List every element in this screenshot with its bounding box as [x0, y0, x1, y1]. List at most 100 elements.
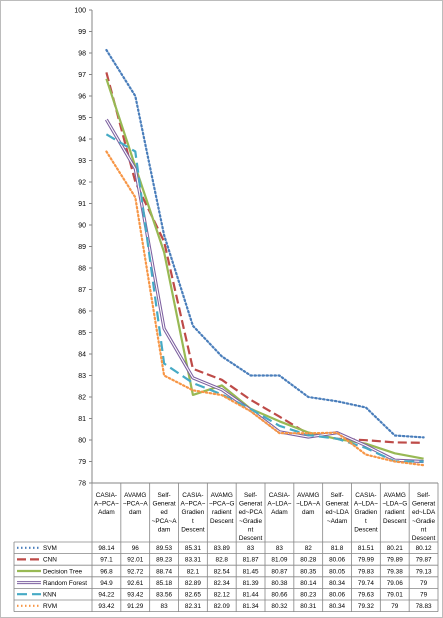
- x-tick-label-line: ed~LDA: [412, 509, 436, 516]
- legend-label: Decision Tree: [43, 568, 83, 575]
- data-label: 81.8: [331, 545, 344, 552]
- data-label: 80.35: [300, 568, 316, 575]
- x-tick-label-line: A~PCA~: [180, 501, 205, 508]
- data-label: 79.89: [387, 557, 403, 564]
- data-label: 81.51: [358, 545, 374, 552]
- x-tick-label: Self- Generat ed ~PCA~A dam: [152, 492, 178, 533]
- data-label: 79.38: [387, 568, 403, 575]
- x-tick-label-line: Generat: [412, 501, 435, 508]
- x-tick-label-line: radient: [212, 509, 232, 516]
- x-tick-label-line: ed~LDA: [325, 509, 349, 516]
- x-tick-label-line: CASIA-: [269, 492, 290, 499]
- y-tick-label: 81: [78, 416, 86, 423]
- x-tick-label-line: Self-: [244, 492, 257, 499]
- x-tick-label-line: ~LDA~G: [382, 501, 407, 508]
- data-label: 82.65: [185, 592, 201, 599]
- x-tick-label: CASIA- A~PCA~ Gradien t Descent: [180, 492, 205, 533]
- data-label: 82.34: [214, 580, 230, 587]
- data-label: 80.34: [329, 603, 345, 610]
- data-label: 85.31: [185, 545, 201, 552]
- x-tick-label-line: CASIA-: [355, 492, 376, 499]
- y-tick-label: 91: [78, 201, 86, 208]
- data-label: 79.13: [416, 568, 432, 575]
- data-label: 78.83: [416, 603, 432, 610]
- y-tick-label: 89: [78, 244, 86, 251]
- data-label: 81.44: [243, 592, 259, 599]
- data-label: 89.23: [156, 557, 172, 564]
- data-label: 85.18: [156, 580, 172, 587]
- data-label: 94.9: [100, 580, 113, 587]
- x-tick-label: AVAMG ~PCA~G radient Descent: [209, 492, 235, 525]
- y-tick-label: 100: [74, 8, 86, 15]
- y-tick-label: 82: [78, 395, 86, 402]
- x-tick-label-line: ~Adam: [327, 518, 347, 525]
- data-label: 80.34: [329, 580, 345, 587]
- x-tick-label-line: Self-: [158, 492, 171, 499]
- data-label: 80.31: [300, 603, 316, 610]
- x-tick-label-line: nt: [248, 526, 254, 533]
- x-tick-label-line: ed~PCA: [239, 509, 264, 516]
- y-tick-label: 94: [78, 137, 86, 144]
- x-tick-label-line: ~PCA~A: [152, 518, 178, 525]
- data-label: 80.23: [300, 592, 316, 599]
- x-tick-label-line: Gradien: [355, 509, 378, 516]
- data-label: 80.38: [271, 580, 287, 587]
- data-label: 82.12: [214, 592, 230, 599]
- data-label: 82.89: [185, 580, 201, 587]
- x-tick-label: CASIA- A~LDA~ Gradien t Descent: [354, 492, 378, 533]
- data-label: 82.31: [185, 603, 201, 610]
- x-tick-label-line: nt: [421, 526, 427, 533]
- data-label: 89.53: [156, 545, 172, 552]
- x-tick-label-line: Descent: [210, 518, 234, 525]
- series-line-cnn: [105, 72, 424, 444]
- legend-label: Random Forest: [43, 580, 87, 587]
- data-label: 81.45: [243, 568, 259, 575]
- x-tick-label-line: CASIA-: [182, 492, 203, 499]
- x-tick-label-line: Adam: [271, 509, 288, 516]
- data-label: 81.34: [243, 603, 259, 610]
- data-label: 92.01: [127, 557, 143, 564]
- x-tick-label-line: Generat: [239, 501, 262, 508]
- series-line-inner: [105, 119, 424, 463]
- y-tick-label: 84: [78, 352, 86, 359]
- data-label: 93.42: [98, 603, 114, 610]
- x-tick-label-line: A~LDA~: [354, 501, 378, 508]
- legend-label: CNN: [43, 557, 57, 564]
- y-tick-label: 93: [78, 158, 86, 165]
- x-tick-label: AVAMG ~PCA~A dam: [123, 492, 149, 516]
- y-tick-label: 99: [78, 29, 86, 36]
- data-label: 82.8: [216, 557, 229, 564]
- data-label: 79.63: [358, 592, 374, 599]
- data-label: 96: [132, 545, 140, 552]
- data-label: 81.39: [243, 580, 259, 587]
- data-label: 82.09: [214, 603, 230, 610]
- y-tick-label: 78: [78, 481, 86, 488]
- x-tick-label-line: radient: [385, 509, 405, 516]
- x-tick-label: CASIA- A~LDA~ Adam: [267, 492, 291, 516]
- data-label: 92.72: [127, 568, 143, 575]
- x-tick-label-line: Adam: [98, 509, 115, 516]
- y-tick-label: 79: [78, 459, 86, 466]
- x-tick-label-line: AVAMG: [297, 492, 319, 499]
- data-label: 80.21: [387, 545, 403, 552]
- data-label: 80.32: [271, 603, 287, 610]
- y-tick-label: 98: [78, 51, 86, 58]
- x-tick-label: Self- Generat ed~LDA ~Adam: [325, 492, 349, 525]
- legend-label: RVM: [43, 603, 57, 610]
- data-label: 80.87: [271, 568, 287, 575]
- data-label: 80.28: [300, 557, 316, 564]
- data-label: 79.87: [416, 557, 432, 564]
- y-tick-label: 90: [78, 223, 86, 230]
- data-label: 79.01: [387, 592, 403, 599]
- x-tick-label-line: ~Gradie: [412, 518, 435, 525]
- series-line-svm: [105, 48, 425, 439]
- data-label: 83: [276, 545, 284, 552]
- x-tick-label-line: ~PCA~A: [123, 501, 149, 508]
- data-label: 82.1: [187, 568, 200, 575]
- x-tick-label-line: Descent: [412, 535, 436, 542]
- y-tick-label: 86: [78, 309, 86, 316]
- legend-label: KNN: [43, 592, 57, 599]
- x-tick-label-line: Descent: [383, 518, 407, 525]
